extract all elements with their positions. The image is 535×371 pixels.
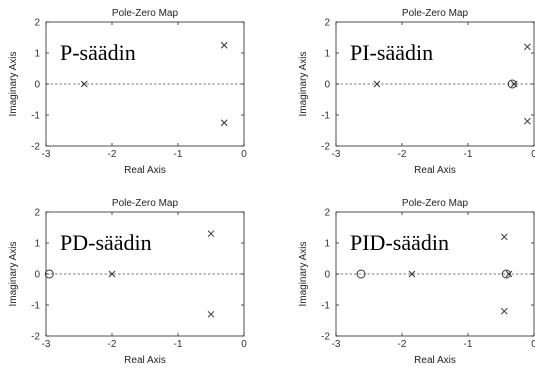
x-tick-label: -2 — [108, 149, 117, 160]
controller-label: PID-säädin — [350, 230, 449, 255]
x-axis-label: Real Axis — [414, 165, 456, 176]
pole-marker — [500, 233, 508, 241]
y-axis-label: Imaginary Axis — [8, 51, 19, 116]
x-tick-label: 0 — [531, 149, 535, 160]
zero-marker — [507, 79, 517, 89]
pole-stroke — [108, 270, 116, 278]
x-tick-label: -1 — [174, 149, 183, 160]
controller-label: PD-säädin — [60, 230, 152, 255]
pole-marker — [373, 80, 381, 88]
y-tick-label: 1 — [34, 239, 40, 250]
y-tick-label: 0 — [34, 80, 40, 91]
x-tick-label: -3 — [42, 149, 51, 160]
pole-marker — [220, 41, 228, 49]
pole-stroke — [80, 80, 88, 88]
pole-marker — [510, 80, 518, 88]
x-tick-label: 0 — [241, 149, 247, 160]
y-tick-label: 2 — [324, 208, 330, 219]
pole-marker — [524, 117, 531, 125]
pole-marker — [80, 80, 88, 88]
x-tick-label: -3 — [42, 339, 51, 350]
y-axis-label: Imaginary Axis — [298, 51, 309, 116]
pole-stroke — [505, 270, 513, 278]
y-tick-label: 2 — [34, 18, 40, 29]
controller-label: P-säädin — [60, 40, 136, 65]
zero-marker — [501, 269, 511, 279]
y-tick-label: 0 — [34, 270, 40, 281]
pole-stroke — [408, 270, 416, 278]
pole-stroke — [524, 117, 531, 125]
pole-stroke — [373, 80, 381, 88]
x-tick-label: 0 — [241, 339, 247, 350]
pole-marker — [108, 270, 116, 278]
pole-stroke — [207, 230, 215, 238]
controller-label: PI-säädin — [350, 40, 433, 65]
pole-marker — [524, 43, 531, 51]
chart-title: Pole-Zero Map — [112, 8, 179, 19]
pole-stroke — [207, 310, 215, 318]
pole-marker — [408, 270, 416, 278]
y-tick-label: -2 — [31, 142, 40, 153]
y-tick-label: -1 — [321, 111, 330, 122]
y-tick-label: 2 — [324, 18, 330, 29]
x-tick-label: -1 — [464, 149, 473, 160]
x-axis-label: Real Axis — [124, 355, 166, 366]
x-tick-label: -1 — [464, 339, 473, 350]
pole-stroke — [510, 80, 518, 88]
pole-marker — [207, 230, 215, 238]
x-tick-label: -1 — [174, 339, 183, 350]
y-tick-label: -1 — [31, 301, 40, 312]
zero-marker — [44, 269, 54, 279]
y-tick-label: 1 — [34, 49, 40, 60]
x-tick-label: -3 — [332, 339, 341, 350]
y-axis-label: Imaginary Axis — [8, 241, 19, 306]
pole-marker — [207, 310, 215, 318]
pole-stroke — [500, 233, 508, 241]
x-tick-label: -2 — [108, 339, 117, 350]
pole-stroke — [220, 41, 228, 49]
chart-title: Pole-Zero Map — [402, 198, 469, 209]
y-tick-label: -1 — [321, 301, 330, 312]
x-tick-label: -2 — [398, 339, 407, 350]
y-axis-label: Imaginary Axis — [298, 241, 309, 306]
x-axis-label: Real Axis — [124, 165, 166, 176]
x-tick-label: -3 — [332, 149, 341, 160]
y-tick-label: -1 — [31, 111, 40, 122]
y-tick-label: -2 — [321, 142, 330, 153]
pole-marker — [505, 270, 513, 278]
pole-marker — [220, 119, 228, 127]
y-tick-label: 2 — [34, 208, 40, 219]
zero-marker — [356, 269, 366, 279]
pole-marker — [500, 307, 508, 315]
y-tick-label: 0 — [324, 80, 330, 91]
y-tick-label: 1 — [324, 49, 330, 60]
y-tick-label: -2 — [31, 332, 40, 343]
x-tick-label: -2 — [398, 149, 407, 160]
pole-stroke — [500, 307, 508, 315]
chart-title: Pole-Zero Map — [402, 8, 469, 19]
y-tick-label: -2 — [321, 332, 330, 343]
x-axis-label: Real Axis — [414, 355, 456, 366]
y-tick-label: 0 — [324, 270, 330, 281]
pole-stroke — [524, 43, 531, 51]
x-tick-label: 0 — [531, 339, 535, 350]
chart-title: Pole-Zero Map — [112, 198, 179, 209]
pole-stroke — [220, 119, 228, 127]
y-tick-label: 1 — [324, 239, 330, 250]
